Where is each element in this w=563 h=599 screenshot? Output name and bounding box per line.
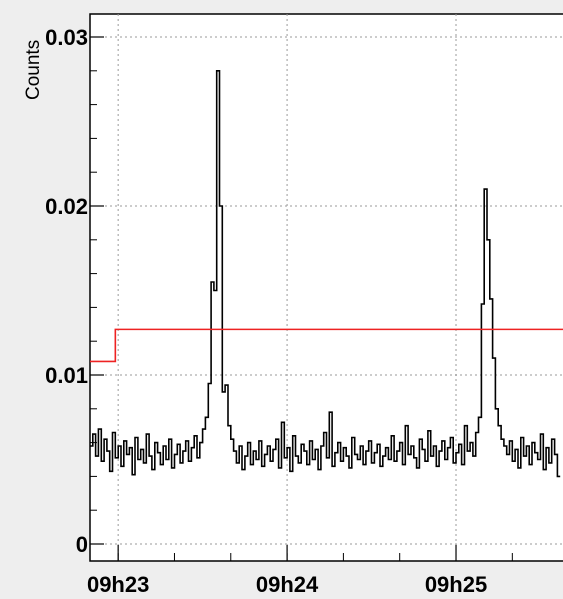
grid-layer	[90, 14, 563, 561]
series-layer	[90, 70, 563, 478]
x-tick-label: 09h24	[256, 572, 319, 597]
series-threshold-line	[90, 328, 563, 363]
x-tick-label: 09h23	[87, 572, 149, 597]
y-tick-label: 0	[76, 532, 88, 557]
y-tick-label: 0.02	[45, 194, 88, 219]
x-tick-label: 09h25	[425, 572, 487, 597]
axis-layer: 0 0.01 0.02 0.03 09h23 09h24 09h25	[45, 25, 513, 597]
y-tick-label: 0.01	[45, 363, 88, 388]
plot-frame	[89, 13, 563, 562]
series-histogram-line	[90, 70, 561, 478]
y-axis-title: Counts	[23, 40, 44, 100]
y-tick-label: 0.03	[45, 25, 88, 50]
